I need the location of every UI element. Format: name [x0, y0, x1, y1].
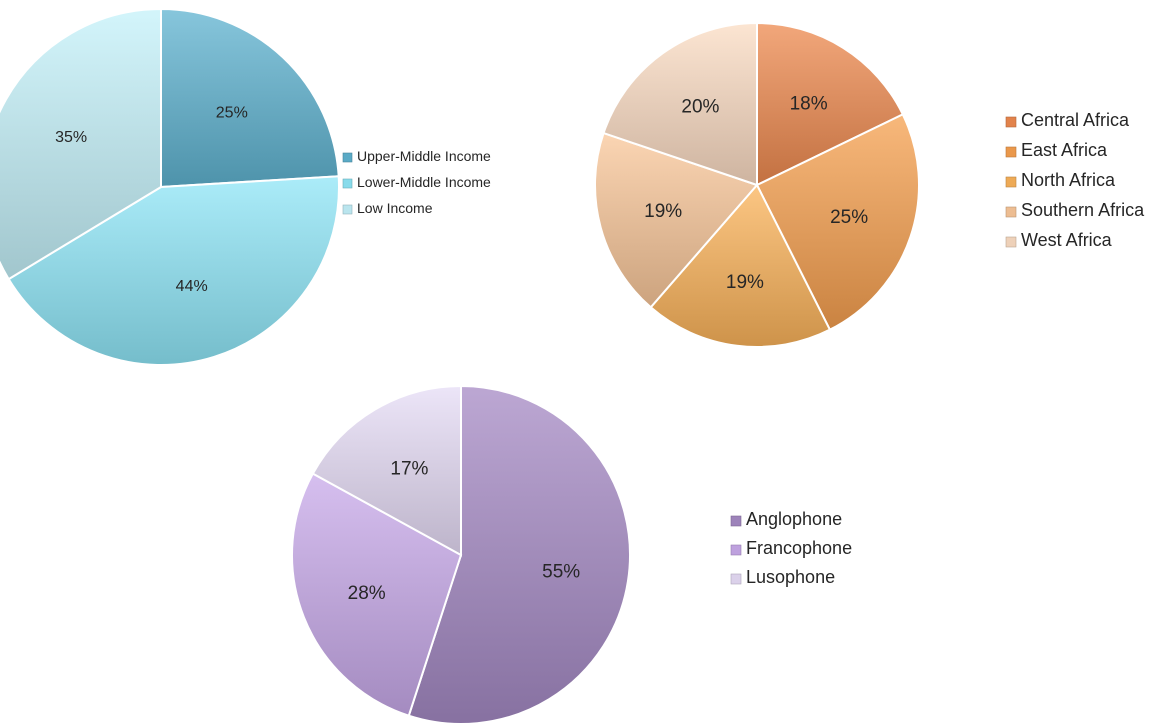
pie-data-label: 19% [644, 201, 682, 222]
pie-data-label: 25% [216, 104, 248, 121]
legend-swatch [730, 573, 742, 585]
pie-slice-lower-middle-income [7, 175, 341, 366]
legend-entry: Anglophone [746, 509, 842, 529]
legend-entry: Francophone [746, 538, 852, 558]
legend-swatch [342, 204, 353, 215]
pie-data-label: 28% [348, 583, 386, 604]
legend-swatch [1005, 236, 1017, 248]
legend-swatch [1005, 146, 1017, 158]
legend-swatch [1005, 116, 1017, 128]
legend-swatch [342, 178, 353, 189]
pie-slice-east-africa [755, 113, 920, 332]
pie-slice-west-africa [602, 21, 758, 187]
legend-entry: Upper-Middle Income [357, 148, 491, 164]
pie-slice-southern-africa [594, 131, 759, 309]
pie-data-label: 18% [790, 93, 828, 114]
income-pie-chart: 25% 44% 35% Upper-Middle Income Lower-Middle… [0, 7, 491, 366]
legend-swatch [730, 544, 742, 556]
pie-slice-low-income [0, 7, 162, 281]
legend-entry: North Africa [1021, 170, 1116, 190]
pie-data-label: 19% [726, 272, 764, 293]
pie-data-label: 20% [681, 97, 719, 118]
legend-swatch [1005, 176, 1017, 188]
pie-slice-anglophone [407, 384, 631, 724]
region-pie-chart: 18% 25% 19% 19% 20% Central Africa East Africa… [594, 21, 1145, 348]
legend-entry: West Africa [1021, 230, 1113, 250]
pie-data-label: 44% [176, 278, 208, 295]
legend-entry: Low Income [357, 200, 433, 216]
legend-swatch [342, 152, 353, 163]
legend-swatch [730, 515, 742, 527]
pie-slice-francophone [290, 472, 463, 717]
pie-data-label: 55% [542, 562, 580, 583]
pie-slice-lusophone [311, 384, 462, 557]
pie-data-label: 17% [390, 458, 428, 479]
pie-slice-north-africa [649, 183, 832, 348]
legend-entry: Central Africa [1021, 110, 1130, 130]
pie-slice-upper-middle-income [160, 7, 340, 189]
pie-data-label: 35% [55, 129, 87, 146]
pie-data-label: 25% [830, 207, 868, 228]
language-pie-chart: 55% 28% 17% Anglophone Francophone Lusophone [290, 384, 852, 724]
legend-swatch [1005, 206, 1017, 218]
pie-slice-central-africa [756, 21, 905, 187]
legend-entry: Southern Africa [1021, 200, 1145, 220]
legend-entry: Lusophone [746, 567, 835, 587]
legend-entry: East Africa [1021, 140, 1108, 160]
legend-entry: Lower-Middle Income [357, 174, 491, 190]
